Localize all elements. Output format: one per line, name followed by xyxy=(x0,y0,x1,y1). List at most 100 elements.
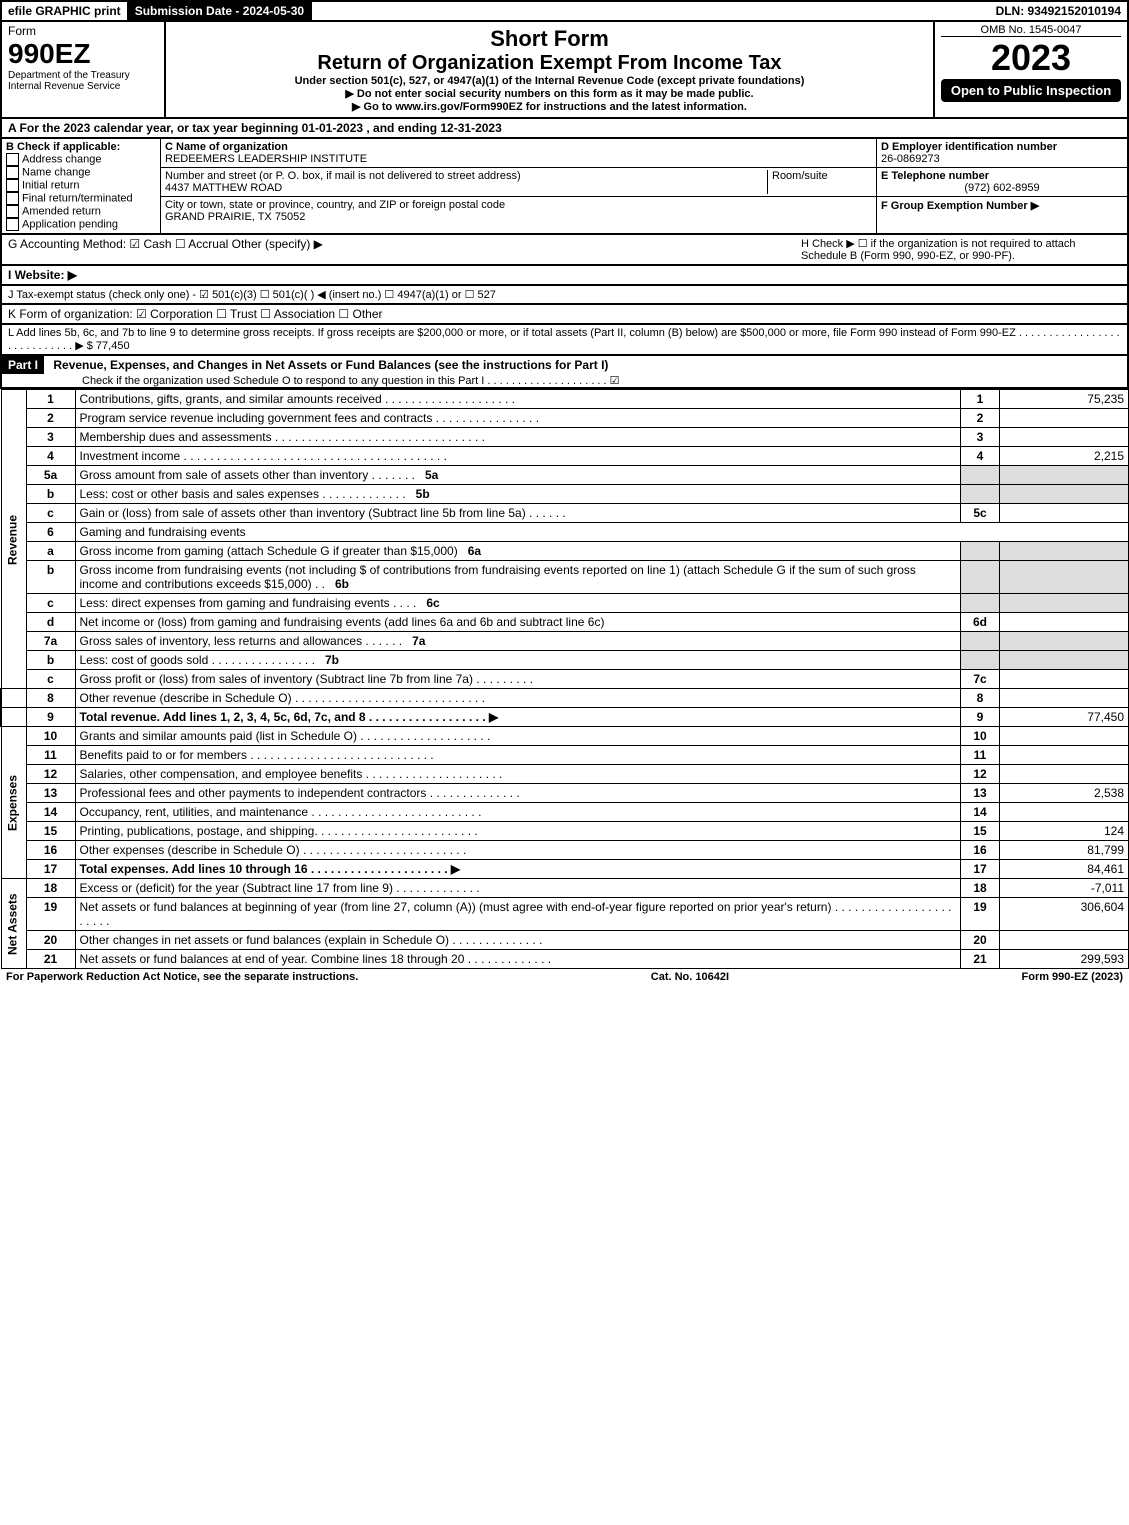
line-16-box: 16 xyxy=(961,841,1000,860)
line-10-box: 10 xyxy=(961,727,1000,746)
box-def: D Employer identification number 26-0869… xyxy=(876,139,1127,233)
paperwork-notice: For Paperwork Reduction Act Notice, see … xyxy=(6,971,358,983)
line-1-val: 75,235 xyxy=(1000,390,1129,409)
do-not-enter: ▶ Do not enter social security numbers o… xyxy=(172,87,927,100)
line-7a-num: 7a xyxy=(26,632,75,651)
line-6d-val xyxy=(1000,613,1129,632)
org-name: REDEEMERS LEADERSHIP INSTITUTE xyxy=(165,153,872,165)
line-9-num: 9 xyxy=(26,708,75,727)
form-label: Form xyxy=(8,24,158,38)
efile-print-button[interactable]: efile GRAPHIC print xyxy=(2,2,129,20)
line-21-text: Net assets or fund balances at end of ye… xyxy=(75,950,961,969)
line-6-num: 6 xyxy=(26,523,75,542)
line-5a-text: Gross amount from sale of assets other t… xyxy=(75,466,961,485)
line-19-text: Net assets or fund balances at beginning… xyxy=(75,898,961,931)
phone: (972) 602-8959 xyxy=(881,182,1123,194)
line-6c-text: Less: direct expenses from gaming and fu… xyxy=(75,594,961,613)
line-5c-text: Gain or (loss) from sale of assets other… xyxy=(75,504,961,523)
opt-amended-return[interactable]: Amended return xyxy=(6,205,156,218)
line-7a-box xyxy=(961,632,1000,651)
line-6a-text: Gross income from gaming (attach Schedul… xyxy=(75,542,961,561)
line-3-val xyxy=(1000,428,1129,447)
line-5a-box xyxy=(961,466,1000,485)
line-5c-num: c xyxy=(26,504,75,523)
part-1-title: Revenue, Expenses, and Changes in Net As… xyxy=(47,356,614,374)
ein: 26-0869273 xyxy=(881,153,1123,165)
city: GRAND PRAIRIE, TX 75052 xyxy=(165,211,872,223)
opt-name-change[interactable]: Name change xyxy=(6,166,156,179)
lines-table: Revenue 1 Contributions, gifts, grants, … xyxy=(0,389,1129,969)
line-18-text: Excess or (deficit) for the year (Subtra… xyxy=(75,879,961,898)
box-b-title: B Check if applicable: xyxy=(6,141,156,153)
under-section: Under section 501(c), 527, or 4947(a)(1)… xyxy=(172,75,927,87)
line-6b-num: b xyxy=(26,561,75,594)
line-6d-num: d xyxy=(26,613,75,632)
line-1-num: 1 xyxy=(26,390,75,409)
line-3-text: Membership dues and assessments . . . . … xyxy=(75,428,961,447)
line-2-box: 2 xyxy=(961,409,1000,428)
box-i: I Website: ▶ xyxy=(0,266,1129,286)
line-9-box: 9 xyxy=(961,708,1000,727)
dln: DLN: 93492152010194 xyxy=(990,2,1127,20)
part-1-check-note: Check if the organization used Schedule … xyxy=(2,374,1127,387)
go-to-link[interactable]: ▶ Go to www.irs.gov/Form990EZ for instru… xyxy=(172,100,927,113)
line-4-val: 2,215 xyxy=(1000,447,1129,466)
line-7b-text: Less: cost of goods sold . . . . . . . .… xyxy=(75,651,961,670)
box-k: K Form of organization: ☑ Corporation ☐ … xyxy=(0,305,1129,325)
line-12-box: 12 xyxy=(961,765,1000,784)
line-5c-val xyxy=(1000,504,1129,523)
line-6b-text: Gross income from fundraising events (no… xyxy=(75,561,961,594)
short-form-title: Short Form xyxy=(172,26,927,52)
line-6c-box xyxy=(961,594,1000,613)
line-16-text: Other expenses (describe in Schedule O) … xyxy=(75,841,961,860)
line-21-num: 21 xyxy=(26,950,75,969)
line-4-text: Investment income . . . . . . . . . . . … xyxy=(75,447,961,466)
line-13-box: 13 xyxy=(961,784,1000,803)
line-11-val xyxy=(1000,746,1129,765)
group-exemption: F Group Exemption Number ▶ xyxy=(881,199,1123,212)
line-14-text: Occupancy, rent, utilities, and maintena… xyxy=(75,803,961,822)
line-12-num: 12 xyxy=(26,765,75,784)
line-5a-num: 5a xyxy=(26,466,75,485)
line-15-num: 15 xyxy=(26,822,75,841)
line-7b-num: b xyxy=(26,651,75,670)
expenses-label: Expenses xyxy=(1,727,26,879)
line-12-val xyxy=(1000,765,1129,784)
line-16-num: 16 xyxy=(26,841,75,860)
header: Form 990EZ Department of the Treasury In… xyxy=(0,22,1129,119)
line-4-num: 4 xyxy=(26,447,75,466)
top-bar: efile GRAPHIC print Submission Date - 20… xyxy=(0,0,1129,22)
line-9-val: 77,450 xyxy=(1000,708,1129,727)
line-11-box: 11 xyxy=(961,746,1000,765)
line-15-text: Printing, publications, postage, and shi… xyxy=(75,822,961,841)
form-version: Form 990-EZ (2023) xyxy=(1022,971,1123,983)
line-6d-box: 6d xyxy=(961,613,1000,632)
line-3-num: 3 xyxy=(26,428,75,447)
tax-year: 2023 xyxy=(941,37,1121,79)
line-20-box: 20 xyxy=(961,931,1000,950)
line-6b-val xyxy=(1000,561,1129,594)
box-j: J Tax-exempt status (check only one) - ☑… xyxy=(0,286,1129,305)
line-3-box: 3 xyxy=(961,428,1000,447)
line-18-num: 18 xyxy=(26,879,75,898)
line-7c-box: 7c xyxy=(961,670,1000,689)
line-6a-val xyxy=(1000,542,1129,561)
line-9-text: Total revenue. Add lines 1, 2, 3, 4, 5c,… xyxy=(75,708,961,727)
line-7c-text: Gross profit or (loss) from sales of inv… xyxy=(75,670,961,689)
line-8-box: 8 xyxy=(961,689,1000,708)
line-17-box: 17 xyxy=(961,860,1000,879)
line-10-val xyxy=(1000,727,1129,746)
line-19-box: 19 xyxy=(961,898,1000,931)
opt-final-return[interactable]: Final return/terminated xyxy=(6,192,156,205)
line-6b-box xyxy=(961,561,1000,594)
opt-initial-return[interactable]: Initial return xyxy=(6,179,156,192)
line-11-num: 11 xyxy=(26,746,75,765)
line-6d-text: Net income or (loss) from gaming and fun… xyxy=(75,613,961,632)
line-5c-box: 5c xyxy=(961,504,1000,523)
opt-application-pending[interactable]: Application pending xyxy=(6,218,156,231)
box-h: H Check ▶ ☐ if the organization is not r… xyxy=(801,237,1121,262)
opt-address-change[interactable]: Address change xyxy=(6,153,156,166)
line-7a-text: Gross sales of inventory, less returns a… xyxy=(75,632,961,651)
box-b: B Check if applicable: Address change Na… xyxy=(2,139,161,233)
line-14-num: 14 xyxy=(26,803,75,822)
